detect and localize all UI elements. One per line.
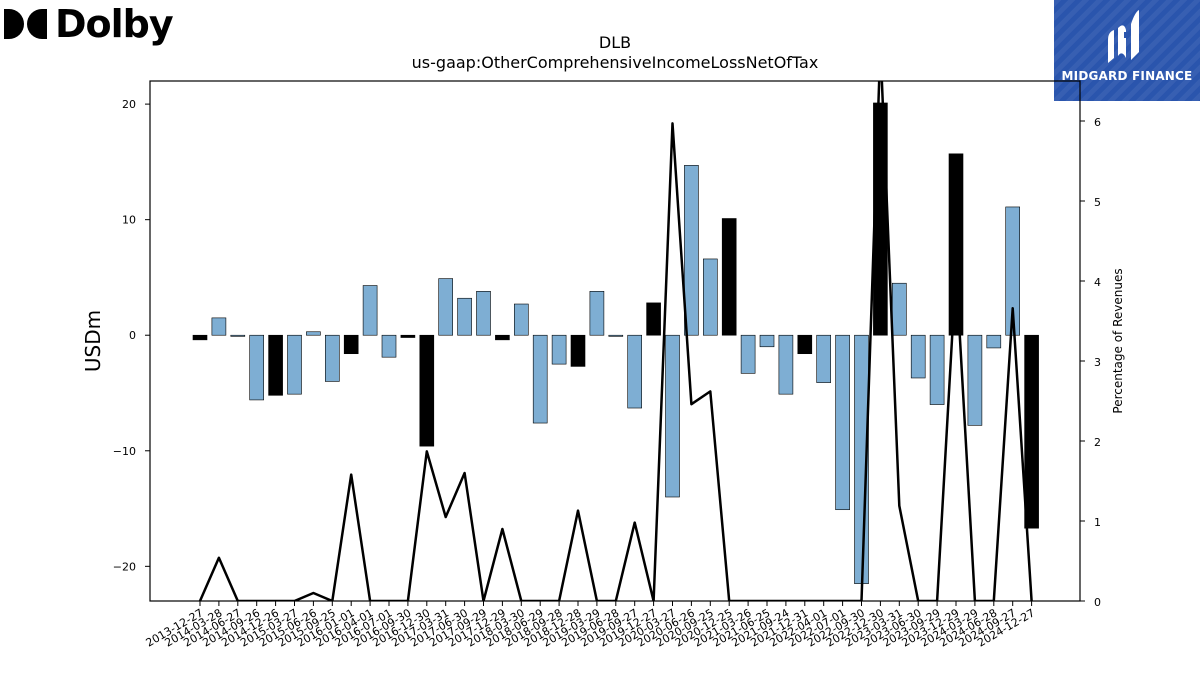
x-axis: 2013-12-272014-03-282014-06-272014-09-26…	[144, 601, 1037, 650]
bar	[948, 153, 964, 336]
bar	[1024, 334, 1039, 529]
line-series	[198, 81, 1033, 601]
dolby-logo: Dolby	[4, 2, 174, 46]
bar	[570, 334, 586, 367]
bar	[929, 334, 945, 405]
y-tick-label: 20	[122, 98, 136, 111]
bar	[740, 334, 756, 374]
y2-axis-label: Percentage of Revenues	[1111, 268, 1125, 413]
bar	[381, 334, 397, 358]
plot-frame	[149, 80, 1081, 602]
bar	[306, 331, 321, 336]
dolby-wordmark: Dolby	[55, 2, 174, 46]
bar	[797, 334, 813, 355]
bar	[551, 334, 567, 365]
bar	[211, 317, 227, 336]
bar	[419, 334, 435, 447]
bar	[646, 302, 661, 336]
dolby-double-d-icon	[4, 9, 47, 39]
bar	[608, 334, 624, 337]
bar	[438, 278, 454, 336]
chart-title: DLB	[599, 33, 631, 52]
bar	[910, 334, 926, 379]
midgard-m-icon	[1108, 10, 1139, 63]
plot-area	[192, 81, 1039, 601]
bar	[702, 258, 718, 336]
bar	[268, 334, 283, 396]
bar	[589, 291, 605, 336]
bar	[778, 334, 794, 395]
bar	[532, 334, 548, 424]
y2-tick-label: 2	[1094, 436, 1101, 449]
bar	[476, 291, 491, 336]
bar	[192, 334, 208, 341]
bar	[343, 334, 359, 355]
bar	[1005, 206, 1021, 336]
bar	[400, 334, 416, 338]
y2-tick-label: 1	[1094, 516, 1101, 529]
y2-tick-label: 5	[1094, 196, 1101, 209]
y2-tick-label: 3	[1094, 356, 1101, 369]
bar	[721, 218, 737, 336]
chart-subtitle: us-gaap:OtherComprehensiveIncomeLossNetO…	[412, 53, 819, 72]
bar	[513, 303, 529, 336]
bar	[362, 285, 378, 336]
y-axis-right: 0 1 2 3 4 5 6	[1080, 116, 1101, 609]
badge-label: MIDGARD FINANCE	[1061, 69, 1193, 83]
bar	[835, 334, 850, 511]
bar	[230, 334, 246, 337]
bar-series	[192, 102, 1039, 584]
y-axis-left: −20 −10 0 10 20	[113, 98, 150, 573]
bar	[457, 297, 472, 336]
bar	[891, 282, 907, 336]
y-axis-label: USDm	[81, 310, 105, 372]
bar	[627, 334, 643, 409]
y-tick-label: 0	[129, 329, 136, 342]
bar	[816, 334, 832, 383]
bar	[287, 334, 302, 395]
bar	[684, 165, 699, 336]
bar	[249, 334, 264, 401]
bar	[324, 334, 340, 382]
y2-tick-label: 0	[1094, 596, 1101, 609]
y2-tick-label: 4	[1094, 276, 1101, 289]
y-tick-label: 10	[122, 214, 136, 227]
bar	[495, 334, 510, 341]
bar	[665, 334, 680, 498]
y-tick-label: −10	[113, 445, 136, 458]
y2-tick-label: 6	[1094, 116, 1101, 129]
y-tick-label: −20	[113, 560, 136, 573]
bar	[759, 334, 775, 348]
bar	[967, 334, 983, 426]
bar	[986, 334, 1002, 349]
midgard-finance-badge: MIDGARD FINANCE	[1054, 0, 1200, 101]
